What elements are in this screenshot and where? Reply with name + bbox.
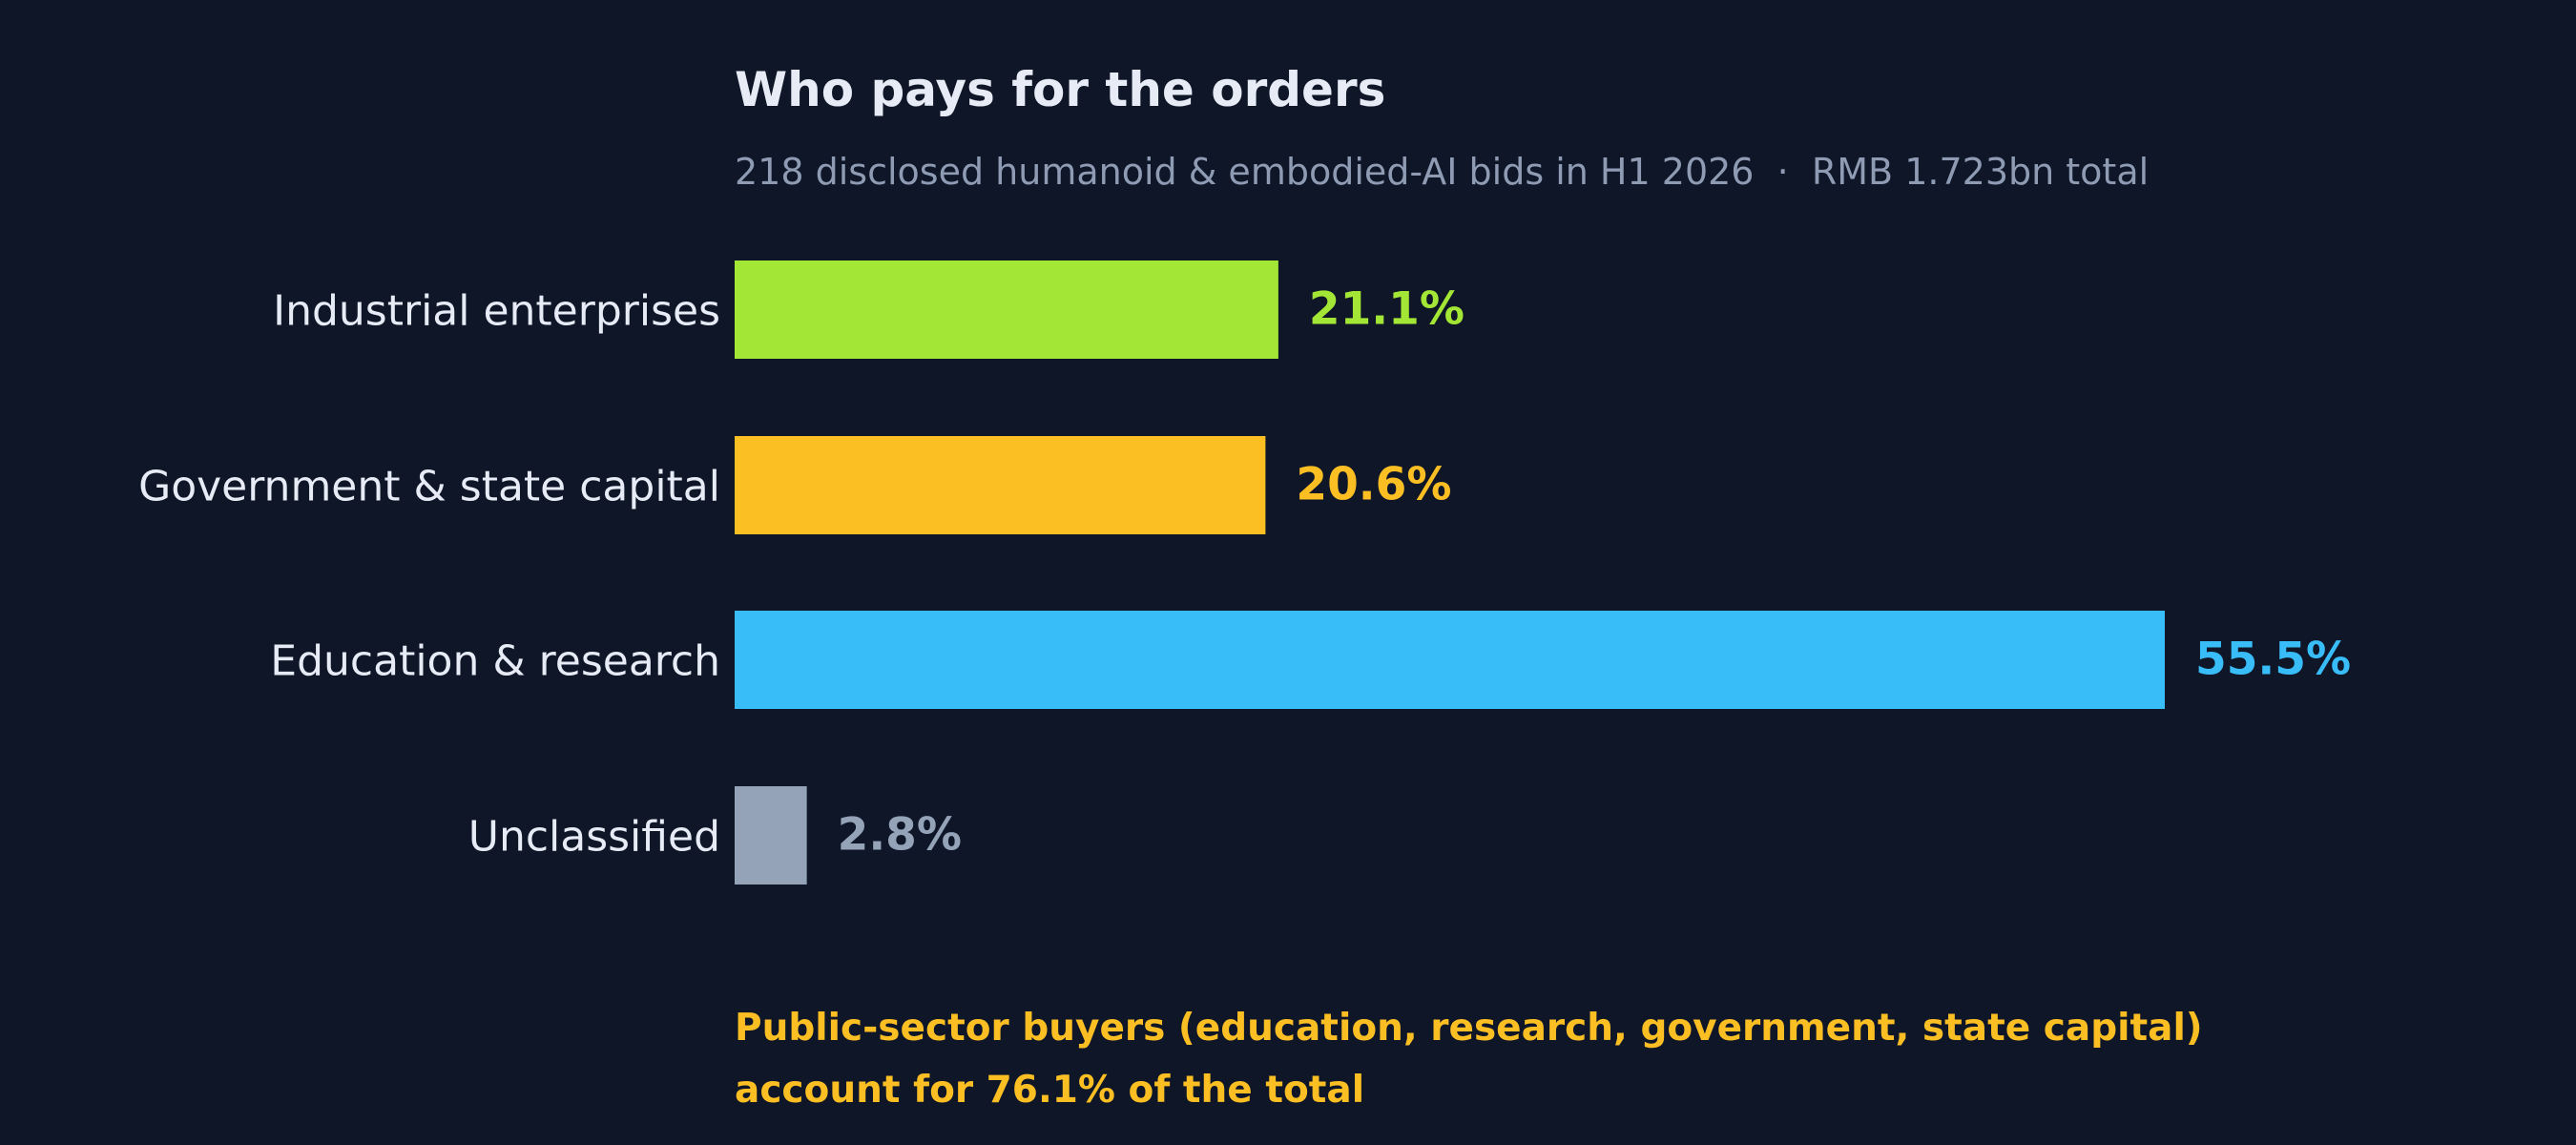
bar-education-and-research <box>735 611 2165 709</box>
note-line-1: Public-sector buyers (education, researc… <box>735 1007 2203 1050</box>
category-label-unclassified: Unclassified <box>468 813 720 862</box>
chart-title: Who pays for the orders <box>735 62 1385 117</box>
bar-unclassified <box>735 786 807 885</box>
category-label-government-and-state-capital: Government & state capital <box>138 463 720 511</box>
value-label-government-and-state-capital: 20.6% <box>1296 459 1451 511</box>
note-line-2: account for 76.1% of the total <box>735 1069 1364 1112</box>
category-label-industrial-enterprises: Industrial enterprises <box>273 287 720 336</box>
chart-subtitle: 218 disclosed humanoid & embodied-AI bid… <box>735 151 2149 193</box>
value-label-unclassified: 2.8% <box>838 809 962 862</box>
category-label-education-and-research: Education & research <box>270 637 720 686</box>
bars-group: Industrial enterprises 21.1% Government & … <box>138 260 2351 885</box>
bar-government-and-state-capital <box>735 436 1266 534</box>
value-label-education-and-research: 55.5% <box>2195 634 2351 686</box>
bar-industrial-enterprises <box>735 260 1278 359</box>
value-label-industrial-enterprises: 21.1% <box>1309 283 1465 336</box>
summary-note: Public-sector buyers (education, researc… <box>735 1007 2203 1112</box>
